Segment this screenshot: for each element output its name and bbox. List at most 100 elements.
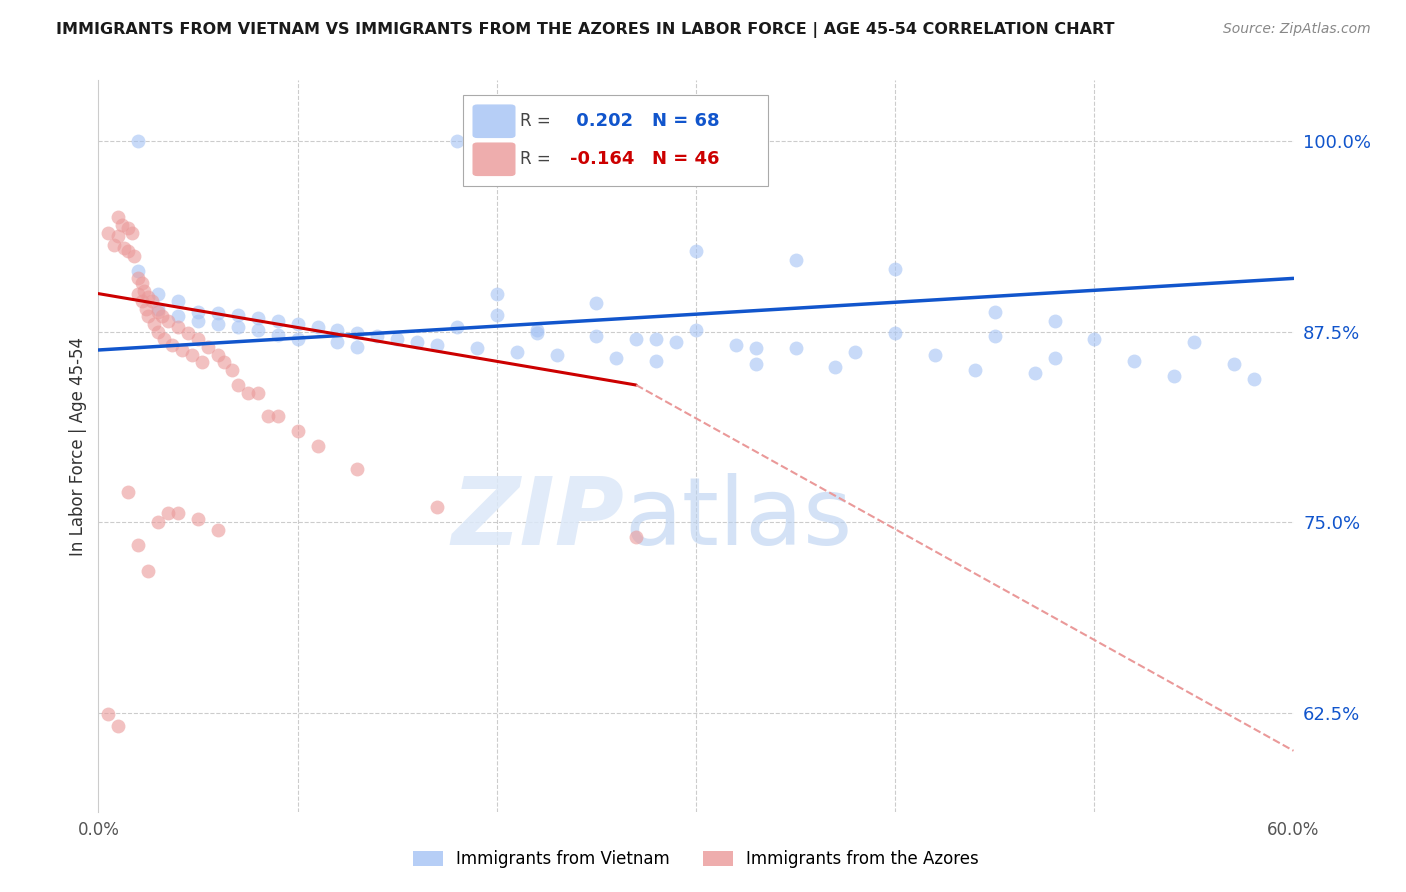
Point [212,355,235,369]
Point [246,385,269,400]
Point [645,332,668,346]
Point [136,290,159,304]
Text: -0.164: -0.164 [571,150,636,169]
Point [226,320,249,334]
Point [267,314,290,328]
Text: N = 68: N = 68 [652,112,720,130]
Point [226,308,249,322]
Point [785,342,807,356]
Point [924,348,946,362]
Text: IMMIGRANTS FROM VIETNAM VS IMMIGRANTS FROM THE AZORES IN LABOR FORCE | AGE 45-54: IMMIGRANTS FROM VIETNAM VS IMMIGRANTS FR… [56,22,1115,38]
Point [984,329,1007,343]
Point [141,294,163,309]
Point [526,323,548,337]
Point [143,317,166,331]
Text: N = 46: N = 46 [652,150,720,169]
Point [226,378,249,392]
Text: Source: ZipAtlas.com: Source: ZipAtlas.com [1223,22,1371,37]
Point [526,326,548,341]
Point [127,538,149,552]
Point [256,409,278,423]
Point [1123,353,1146,368]
Point [1223,357,1246,371]
Text: ZIP: ZIP [451,473,624,566]
Point [117,221,139,235]
Point [626,332,648,346]
Point [1163,368,1185,383]
Point [824,359,846,374]
Point [745,357,768,371]
Point [1043,351,1066,365]
Point [111,218,134,232]
Text: atlas: atlas [624,473,852,566]
Point [124,248,146,262]
FancyBboxPatch shape [472,104,516,138]
Point [207,348,229,362]
Point [645,353,668,368]
Point [181,348,204,362]
Point [177,326,200,341]
Text: 0.202: 0.202 [571,112,634,130]
Point [207,317,229,331]
Point [221,363,243,377]
Point [446,134,468,148]
Point [107,211,129,225]
Point [187,314,209,328]
Point [207,523,229,537]
Point [127,264,149,278]
Point [187,332,209,346]
Point [107,228,129,243]
Point [1083,332,1105,346]
FancyBboxPatch shape [463,95,768,186]
Point [426,338,449,352]
Point [135,301,157,316]
Legend: Immigrants from Vietnam, Immigrants from the Azores: Immigrants from Vietnam, Immigrants from… [405,842,987,877]
Point [685,323,707,337]
Point [884,326,907,341]
Point [1243,372,1265,386]
Point [187,512,209,526]
Point [167,320,190,334]
Point [121,226,143,240]
Point [97,707,120,722]
Point [191,355,214,369]
Point [446,320,468,334]
Point [485,308,508,322]
Point [207,306,229,320]
Point [148,286,170,301]
Point [287,332,309,346]
Point [844,344,866,359]
Point [267,409,290,423]
Point [167,310,190,324]
Point [157,314,180,328]
Point [326,335,349,350]
Point [426,500,449,514]
Point [724,338,747,352]
Point [97,226,120,240]
Point [246,311,269,326]
Point [307,439,329,453]
Point [385,332,409,346]
Y-axis label: In Labor Force | Age 45-54: In Labor Force | Age 45-54 [69,336,87,556]
Point [785,253,807,268]
Point [157,506,180,520]
Point [626,531,648,545]
Point [153,332,176,346]
Point [665,335,688,350]
Point [884,262,907,277]
Point [107,719,129,733]
Point [117,484,139,499]
Point [150,310,173,324]
Point [134,284,156,298]
Point [267,327,290,342]
Point [326,323,349,337]
Point [1043,314,1066,328]
Point [131,294,153,309]
Point [136,564,159,578]
Point [148,515,170,529]
Point [136,310,159,324]
Point [1024,366,1046,380]
Text: R =: R = [520,112,551,130]
Point [148,301,170,316]
Point [1182,335,1205,350]
